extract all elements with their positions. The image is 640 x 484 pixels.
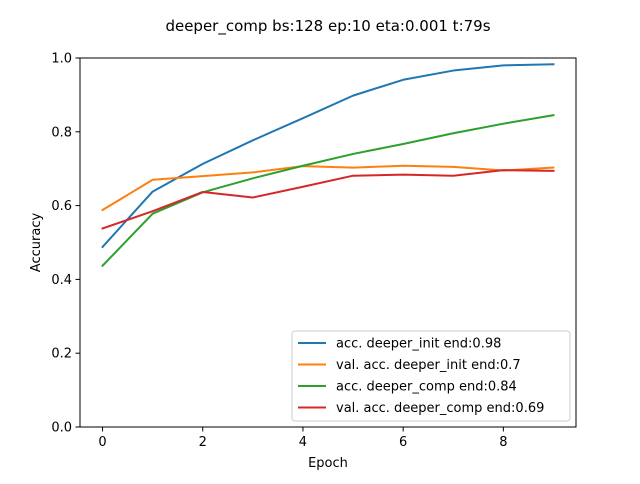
chart-title: deeper_comp bs:128 ep:10 eta:0.001 t:79s xyxy=(165,17,490,36)
y-tick-label: 0.0 xyxy=(51,421,72,436)
legend-label: val. acc. deeper_init end:0.7 xyxy=(336,358,521,373)
x-axis-label: Epoch xyxy=(308,456,348,471)
y-tick-label: 0.6 xyxy=(51,199,72,214)
y-axis-ticks: 0.0 0.2 0.4 0.6 0.8 1.0 xyxy=(51,52,80,436)
legend-label: val. acc. deeper_comp end:0.69 xyxy=(336,401,544,416)
x-tick-label: 4 xyxy=(299,435,307,450)
plot-frame xyxy=(79,57,577,428)
x-tick-label: 0 xyxy=(98,435,106,450)
x-tick-label: 8 xyxy=(499,435,507,450)
x-axis-ticks: 0 2 4 6 8 xyxy=(98,427,507,450)
series-layer xyxy=(101,63,555,268)
series-line-4 xyxy=(101,169,555,230)
y-tick-label: 0.8 xyxy=(51,125,72,140)
y-tick-label: 0.4 xyxy=(51,273,72,288)
series-line-3 xyxy=(101,114,555,268)
legend-label: acc. deeper_comp end:0.84 xyxy=(336,380,517,395)
legend-label: acc. deeper_init end:0.98 xyxy=(336,337,501,352)
legend-box xyxy=(291,330,571,422)
x-tick-label: 6 xyxy=(399,435,407,450)
chart-legend: acc. deeper_init end:0.98 val. acc. deepe… xyxy=(291,330,571,422)
x-tick-label: 2 xyxy=(199,435,207,450)
y-tick-label: 0.2 xyxy=(51,347,72,362)
y-axis-label: Accuracy xyxy=(29,213,44,273)
y-tick-label: 1.0 xyxy=(51,52,72,67)
series-line-2 xyxy=(101,164,555,212)
